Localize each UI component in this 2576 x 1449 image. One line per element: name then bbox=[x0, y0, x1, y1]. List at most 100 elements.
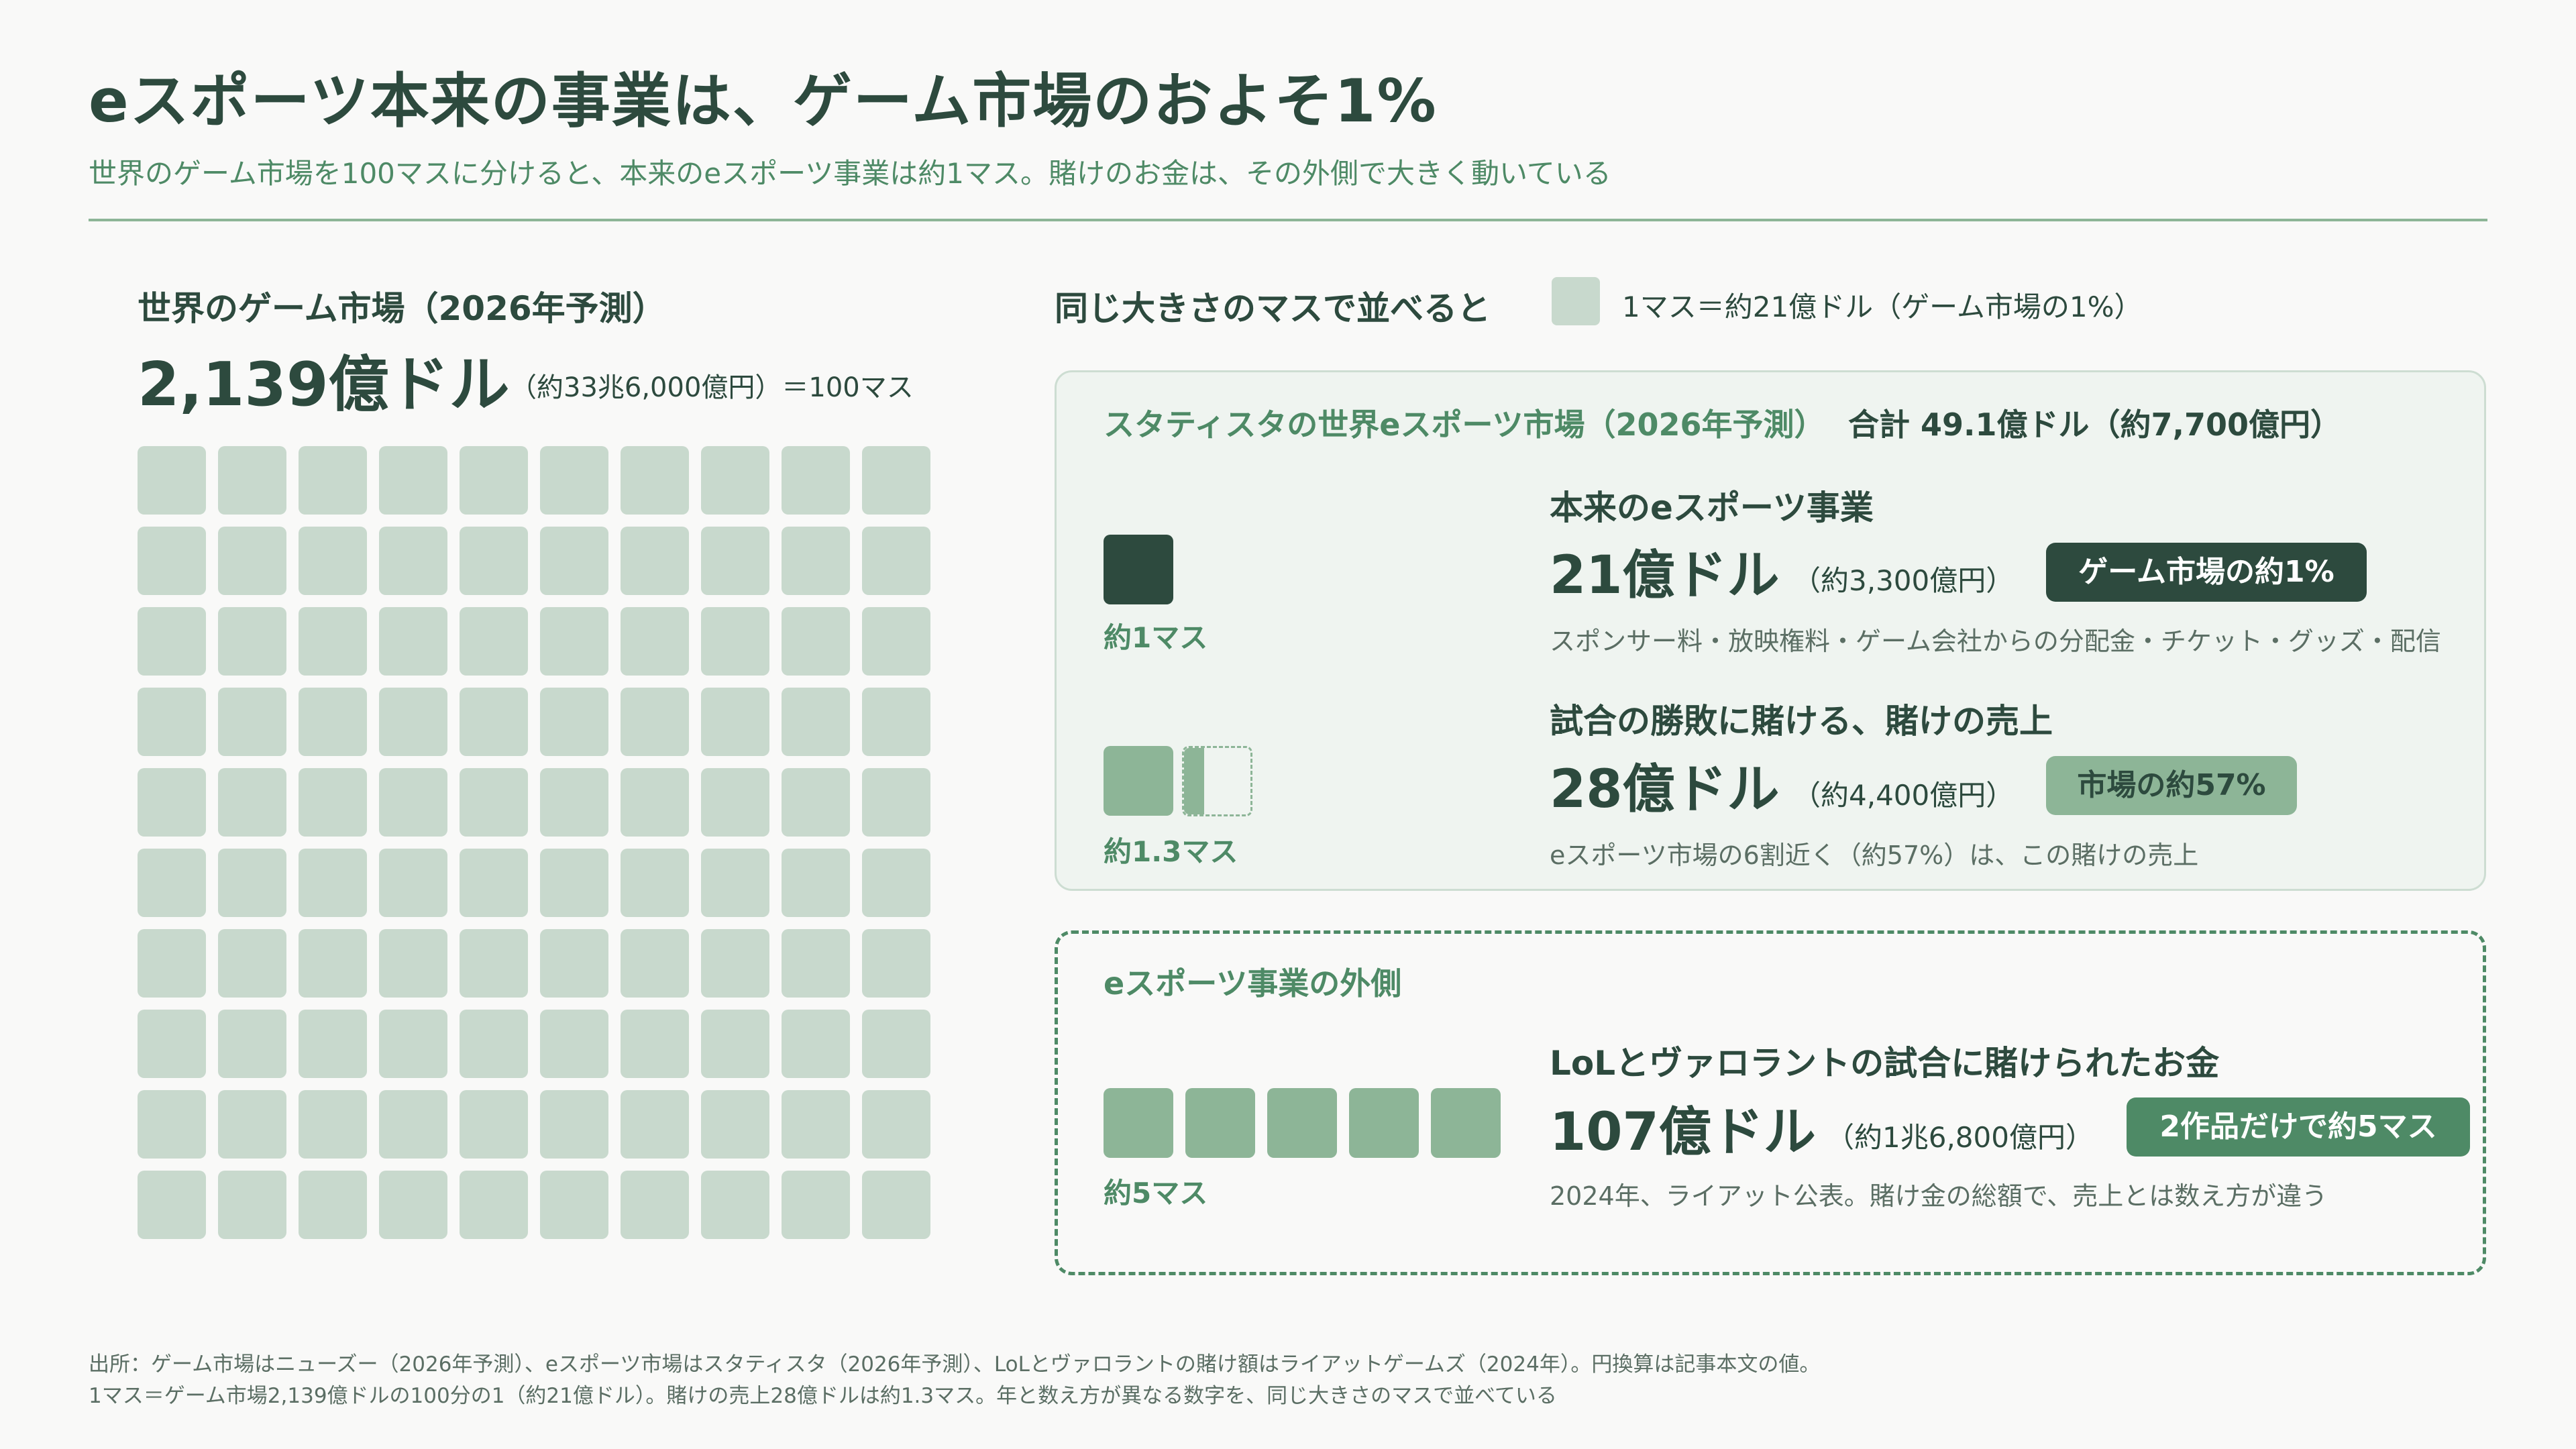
grid-cell bbox=[621, 607, 689, 676]
grid-cell bbox=[540, 688, 608, 756]
method-note: 1マス＝ゲーム市場2,139億ドルの100分の1（約21億ドル）。賭けの売上28… bbox=[89, 1384, 1557, 1408]
grid-cell bbox=[782, 607, 850, 676]
esports-market-total: 合計 49.1億ドル（約7,700億円） bbox=[1848, 407, 2342, 443]
grid-cell bbox=[460, 929, 528, 998]
grid-cell bbox=[540, 607, 608, 676]
core-esports-note: （約3,300億円） bbox=[1792, 564, 2015, 597]
betting-desc: eスポーツ市場の6割近く（約57%）は、この賭けの売上 bbox=[1550, 841, 2199, 870]
grid-cell bbox=[138, 446, 206, 515]
grid-cell bbox=[782, 1010, 850, 1078]
grid-cell bbox=[218, 688, 286, 756]
grid-cell bbox=[621, 446, 689, 515]
grid-cell bbox=[218, 446, 286, 515]
grid-cell bbox=[540, 527, 608, 595]
core-esports-badge: ゲーム市場の約1% bbox=[2046, 543, 2367, 602]
grid-cell bbox=[299, 768, 367, 837]
grid-cell bbox=[701, 1171, 769, 1239]
legend-text: 1マス＝約21億ドル（ゲーム市場の1%） bbox=[1622, 290, 2143, 323]
betting-full-square bbox=[1104, 746, 1173, 816]
grid-cell bbox=[218, 607, 286, 676]
grid-cell bbox=[379, 1090, 447, 1159]
outside-esports-panel bbox=[1055, 930, 2486, 1275]
grid-cell bbox=[299, 527, 367, 595]
source-note: 出所：ゲーム市場はニューズー（2026年予測）、eスポーツ市場はスタティスタ（2… bbox=[89, 1352, 1821, 1377]
grid-cell bbox=[218, 929, 286, 998]
grid-cell bbox=[218, 1171, 286, 1239]
grid-cell bbox=[460, 768, 528, 837]
compare-heading: 同じ大きさのマスで並べると bbox=[1055, 289, 1491, 328]
grid-cell bbox=[218, 768, 286, 837]
grid-cell bbox=[701, 849, 769, 917]
grid-cell bbox=[782, 527, 850, 595]
betting-amount: 28億ドル bbox=[1550, 759, 1780, 820]
grid-cell bbox=[138, 1171, 206, 1239]
outside-square bbox=[1104, 1088, 1173, 1158]
grid-cell bbox=[379, 527, 447, 595]
grid-cell bbox=[621, 1090, 689, 1159]
grid-cell bbox=[540, 1010, 608, 1078]
grid-cell bbox=[621, 527, 689, 595]
esports-market-title: スタティスタの世界eスポーツ市場（2026年予測） bbox=[1104, 407, 1825, 443]
core-esports-desc: スポンサー料・放映権料・ゲーム会社からの分配金・チケット・グッズ・配信 bbox=[1550, 627, 2441, 656]
grid-cell bbox=[460, 607, 528, 676]
core-esports-mass-label: 約1マス bbox=[1104, 621, 1208, 654]
grid-cell bbox=[782, 688, 850, 756]
betting-partial-fill bbox=[1184, 748, 1204, 814]
grid-cell bbox=[460, 446, 528, 515]
game-market-grid bbox=[138, 446, 930, 1239]
grid-cell bbox=[138, 607, 206, 676]
grid-cell bbox=[299, 446, 367, 515]
grid-cell bbox=[621, 1171, 689, 1239]
outside-square bbox=[1267, 1088, 1337, 1158]
grid-cell bbox=[540, 1090, 608, 1159]
grid-cell bbox=[379, 1171, 447, 1239]
grid-cell bbox=[621, 688, 689, 756]
grid-cell bbox=[540, 446, 608, 515]
grid-cell bbox=[862, 849, 930, 917]
betting-title: 試合の勝敗に賭ける、賭けの売上 bbox=[1550, 702, 2053, 741]
header-divider bbox=[89, 219, 2487, 221]
grid-cell bbox=[460, 1171, 528, 1239]
betting-badge: 市場の約57% bbox=[2046, 756, 2297, 815]
grid-cell bbox=[701, 1010, 769, 1078]
core-esports-square bbox=[1104, 535, 1173, 604]
grid-cell bbox=[701, 1090, 769, 1159]
grid-cell bbox=[621, 929, 689, 998]
grid-cell bbox=[862, 446, 930, 515]
grid-cell bbox=[862, 1171, 930, 1239]
grid-cell bbox=[460, 849, 528, 917]
grid-cell bbox=[460, 527, 528, 595]
grid-cell bbox=[782, 929, 850, 998]
grid-cell bbox=[379, 1010, 447, 1078]
grid-cell bbox=[540, 768, 608, 837]
grid-cell bbox=[782, 1171, 850, 1239]
grid-cell bbox=[701, 607, 769, 676]
outside-item-badge: 2作品だけで約5マス bbox=[2127, 1097, 2470, 1157]
grid-cell bbox=[379, 446, 447, 515]
outside-item-amount: 107億ドル bbox=[1550, 1102, 1816, 1163]
outside-square bbox=[1431, 1088, 1501, 1158]
grid-cell bbox=[862, 688, 930, 756]
grid-cell bbox=[862, 1090, 930, 1159]
outside-square bbox=[1185, 1088, 1255, 1158]
grid-cell bbox=[299, 1090, 367, 1159]
grid-cell bbox=[782, 1090, 850, 1159]
game-market-heading: 世界のゲーム市場（2026年予測） bbox=[138, 289, 666, 328]
legend-swatch bbox=[1552, 277, 1600, 325]
grid-cell bbox=[540, 929, 608, 998]
grid-cell bbox=[299, 607, 367, 676]
outside-esports-title: eスポーツ事業の外側 bbox=[1104, 965, 1402, 1002]
grid-cell bbox=[299, 1171, 367, 1239]
grid-cell bbox=[138, 929, 206, 998]
grid-cell bbox=[299, 1010, 367, 1078]
grid-cell bbox=[862, 1010, 930, 1078]
outside-item-desc: 2024年、ライアット公表。賭け金の総額で、売上とは数え方が違う bbox=[1550, 1181, 2328, 1211]
grid-cell bbox=[862, 527, 930, 595]
grid-cell bbox=[218, 1090, 286, 1159]
grid-cell bbox=[540, 1171, 608, 1239]
outside-mass-label: 約5マス bbox=[1104, 1177, 1208, 1210]
grid-cell bbox=[621, 768, 689, 837]
outside-item-title: LoLとヴァロラントの試合に賭けられたお金 bbox=[1550, 1044, 2220, 1083]
outside-item-note: （約1兆6,800億円） bbox=[1826, 1121, 2094, 1154]
grid-cell bbox=[701, 768, 769, 837]
